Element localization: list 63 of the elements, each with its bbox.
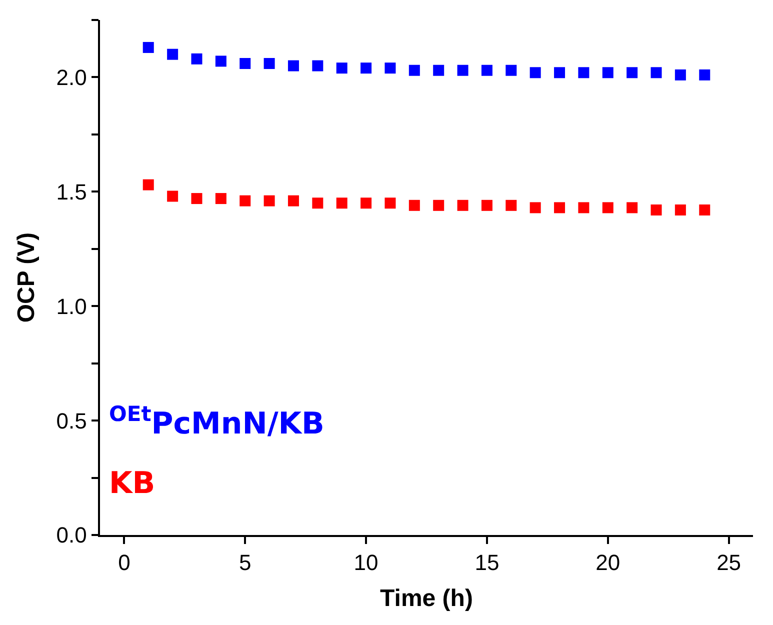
point <box>191 193 202 204</box>
point <box>384 62 396 74</box>
point <box>506 200 517 211</box>
point <box>433 200 444 211</box>
point <box>215 193 226 204</box>
point <box>167 190 178 202</box>
y-tick-label: 1.0 <box>56 294 87 319</box>
y-tick-label: 2.0 <box>56 64 87 90</box>
point <box>360 198 372 209</box>
point <box>674 69 686 80</box>
point <box>530 202 541 214</box>
point <box>602 202 614 214</box>
point <box>699 69 710 80</box>
point <box>336 62 348 74</box>
point <box>312 198 324 209</box>
point <box>626 202 638 214</box>
x-tick-label: 5 <box>238 550 252 576</box>
point <box>506 64 517 76</box>
point <box>240 195 251 206</box>
point <box>240 58 251 69</box>
point <box>578 202 590 214</box>
point <box>554 202 566 214</box>
point <box>650 204 662 216</box>
point <box>457 200 468 211</box>
y-tick-label: 0.5 <box>56 408 87 434</box>
point <box>626 67 638 78</box>
point <box>142 42 154 53</box>
point <box>554 67 566 78</box>
point <box>167 48 178 60</box>
point <box>433 64 444 76</box>
point <box>408 64 420 76</box>
point <box>264 58 275 69</box>
point <box>191 53 202 64</box>
x-tick-label: 25 <box>716 550 742 576</box>
y-tick-label: 1.5 <box>56 179 87 204</box>
point <box>674 204 686 216</box>
y-tick-label: 0.0 <box>56 522 87 548</box>
point <box>264 195 275 206</box>
point <box>481 200 492 211</box>
x-tick-label: 20 <box>596 550 620 576</box>
point <box>408 200 420 211</box>
point <box>699 204 710 216</box>
point <box>481 64 492 76</box>
x-axis-title: Time (h) <box>380 584 473 612</box>
point <box>602 67 614 78</box>
point <box>360 62 372 74</box>
point <box>288 60 299 72</box>
point <box>312 60 324 72</box>
x-tick-label: 0 <box>118 550 130 576</box>
point <box>457 64 468 76</box>
x-tick-label: 10 <box>354 550 378 576</box>
text: $^{OEt}$PcMnN/KB <box>109 402 324 442</box>
point <box>215 56 226 67</box>
point <box>336 198 348 209</box>
text: KB <box>109 466 156 501</box>
point <box>288 195 299 206</box>
point <box>530 67 541 78</box>
point <box>384 198 396 209</box>
point <box>142 179 154 190</box>
point <box>650 67 662 78</box>
point <box>578 67 590 78</box>
x-tick-label: 15 <box>474 550 500 576</box>
y-axis-title: OCP (V) <box>12 232 40 323</box>
